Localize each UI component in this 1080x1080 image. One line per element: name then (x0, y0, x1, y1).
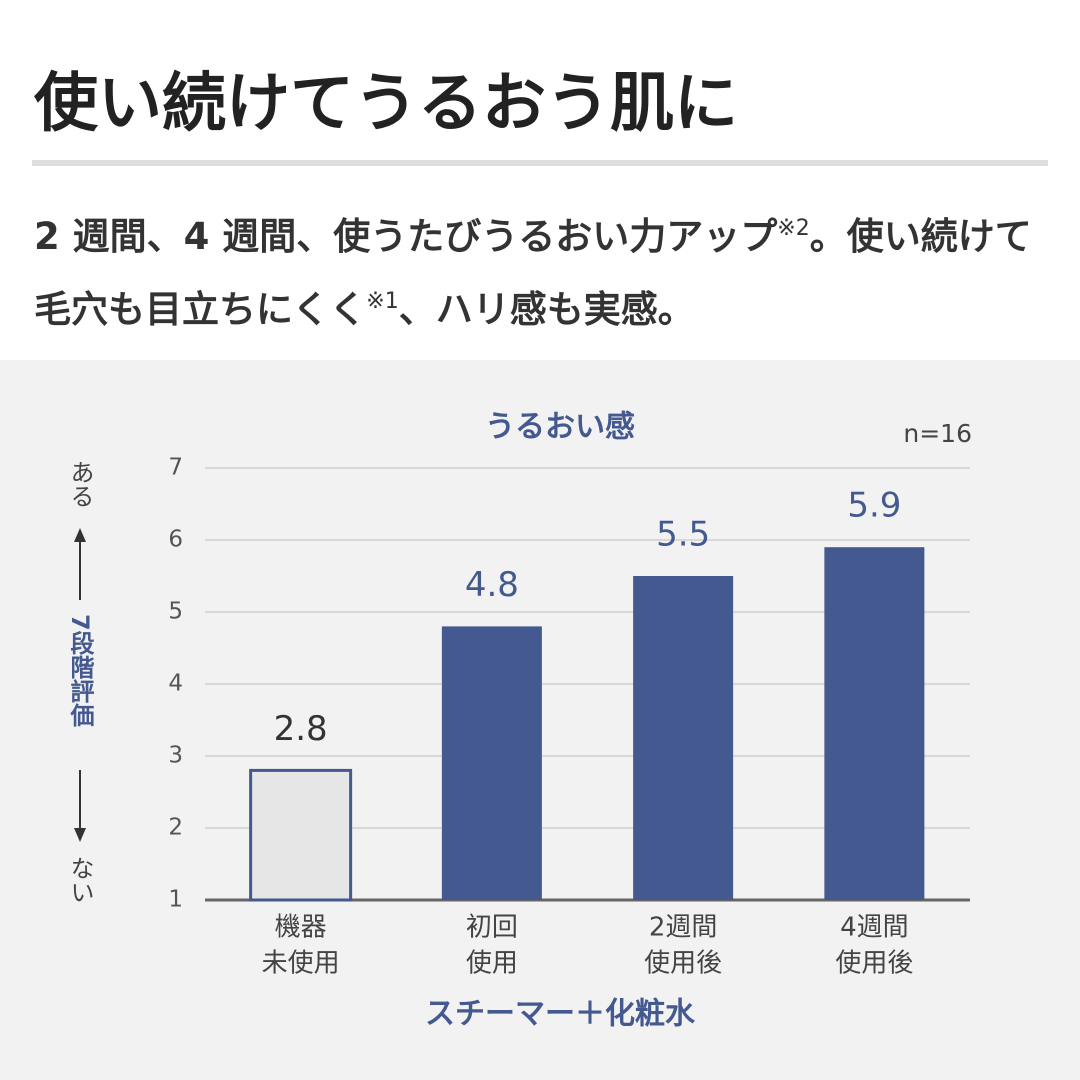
y-label-top: ある (66, 460, 94, 508)
y-label-middle: 7段階評価 (66, 614, 95, 727)
data-label: 2.8 (274, 709, 328, 749)
data-label: 5.9 (847, 486, 901, 526)
subtitle-text: 、ハリ感も実感。 (398, 288, 695, 331)
x-tick-label: 4週間 (840, 913, 909, 943)
y-tick-label: 2 (168, 815, 183, 841)
data-label: 4.8 (465, 565, 519, 605)
arrow-head (74, 828, 86, 842)
y-tick-label: 6 (168, 527, 183, 553)
bar (633, 576, 734, 900)
y-tick-label: 1 (168, 887, 183, 913)
chart-title: うるおい感 (485, 410, 635, 445)
sample-note: n=16 (903, 419, 972, 448)
y-tick-label: 3 (168, 743, 183, 769)
y-tick-label: 5 (168, 599, 183, 625)
x-axis-title: スチーマー＋化粧水 (425, 997, 696, 1032)
y-tick-label: 7 (168, 455, 183, 481)
x-tick-label: 使用後 (835, 949, 913, 979)
x-tick-label: 使用 (466, 949, 518, 979)
footnote-ref: ※2 (777, 216, 810, 241)
subtitle: 2 週間、4 週間、使うたびうるおい力アップ※2。使い続けて毛穴も目立ちにくく※… (34, 200, 1054, 346)
bar (249, 768, 353, 902)
x-tick-label: 2週間 (649, 913, 718, 943)
bar (824, 547, 925, 900)
data-label: 5.5 (656, 515, 710, 555)
x-tick-label: 機器 (275, 913, 327, 943)
page-title: 使い続けてうるおう肌に (34, 67, 738, 141)
divider (32, 160, 1048, 166)
y-label-bottom: ない (66, 856, 94, 904)
subtitle-text: 2 週間、4 週間、使うたびうるおい力アップ (34, 215, 778, 258)
arrow-head (74, 528, 86, 542)
subtitle-text: 。使い続けて毛穴も目立ちにくく (34, 215, 1032, 331)
footnote-ref: ※1 (366, 289, 399, 314)
x-tick-label: 未使用 (262, 949, 340, 979)
y-tick-label: 4 (168, 671, 183, 697)
x-tick-label: 使用後 (644, 949, 722, 979)
bar (441, 626, 542, 900)
x-tick-label: 初回 (466, 913, 518, 943)
